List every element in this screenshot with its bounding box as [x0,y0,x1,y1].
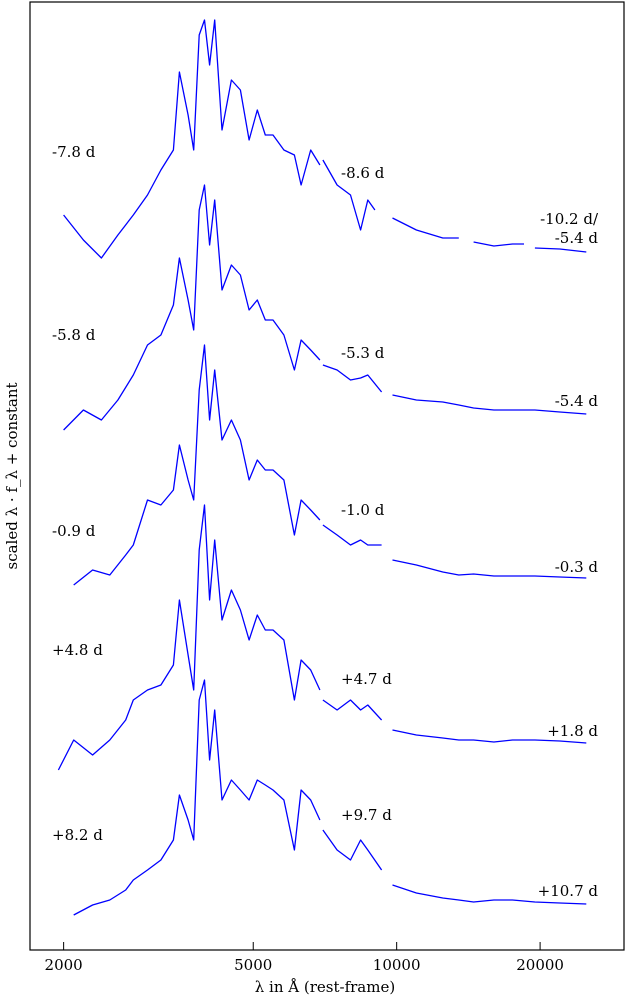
spectrum-2-nir [322,524,382,546]
spectrum-1-ir [392,394,587,415]
x-axis-tick-labels: 2000 5000 10000 20000 [45,956,564,974]
epoch-label-2-optical: -0.9 d [52,522,96,540]
spectrum-1-nir [322,364,383,393]
epoch-label-0-nir: -8.6 d [341,164,385,182]
spectrum-0-ir [392,217,459,239]
epoch-label-1-nir: -5.3 d [341,344,385,362]
spectrum-0-optical [63,19,321,259]
spectrum-2-optical [73,344,321,586]
spectrum-0-nir [322,159,376,231]
epoch-label-3-optical: +4.8 d [52,641,103,659]
spectra-group [57,19,587,916]
x-axis-ticks [63,942,541,950]
epoch-label-0-ir2: -5.4 d [555,229,599,247]
x-axis-label: λ in Å (rest-frame) [255,978,395,996]
epoch-label-4-ir: +10.7 d [538,882,599,900]
epoch-label-2-ir: -0.3 d [555,558,599,576]
spectrum-0-ir2 [473,241,524,247]
spectrum-1-optical [63,184,321,431]
epoch-label-0-ir: -10.2 d/ [540,210,599,228]
epoch-label-0-optical: -7.8 d [52,143,96,161]
epoch-label-3-nir: +4.7 d [341,670,392,688]
y-axis-label: scaled λ · f_λ + constant [3,382,21,569]
x-tick-label-0: 2000 [45,956,83,974]
spectrum-3-nir [322,699,383,721]
spectrum-3-ir [392,729,587,744]
epoch-label-2-nir: -1.0 d [341,501,385,519]
spectrum-2-ir [392,559,587,579]
spectrum-4-optical [73,679,321,916]
epoch-label-4-nir: +9.7 d [341,806,392,824]
x-tick-label-2: 10000 [373,956,421,974]
epoch-label-3-ir: +1.8 d [547,722,598,740]
epoch-label-1-optical: -5.8 d [52,326,96,344]
epoch-label-4-optical: +8.2 d [52,826,103,844]
spectrum-0-ir3 [534,247,587,253]
x-tick-label-3: 20000 [516,956,564,974]
epoch-labels: -7.8 d-8.6 d-10.2 d/-5.4 d-5.8 d-5.3 d-5… [52,143,599,900]
epoch-label-1-ir: -5.4 d [555,392,599,410]
spectrum-4-nir [322,829,383,871]
spectrum-4-ir [392,884,587,905]
plot-frame [29,1,625,951]
x-tick-label-1: 5000 [234,956,272,974]
spectrum-3-optical [57,504,321,771]
